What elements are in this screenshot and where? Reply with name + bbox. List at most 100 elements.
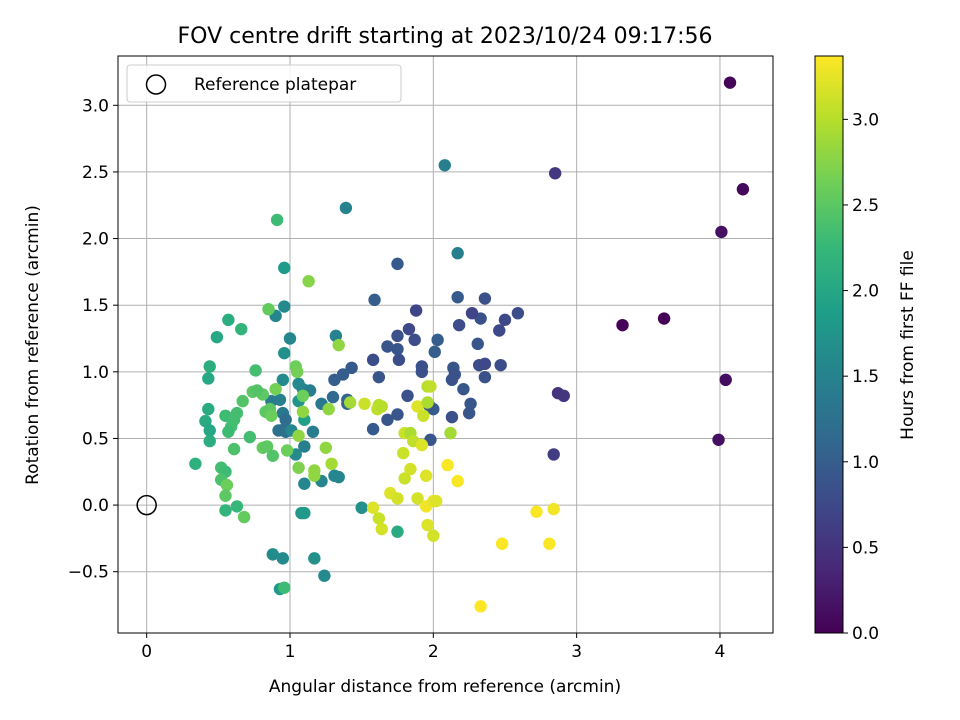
scatter-point [326,390,340,404]
y-tick-label: 0.5 [82,429,109,449]
scatter-point [723,76,737,89]
scatter-point [278,300,291,313]
scatter-point [296,389,310,403]
scatter-point [199,414,212,428]
scatter-point [366,353,380,367]
scatter-point [478,370,492,384]
scatter-point [236,394,249,408]
scatter-point [210,330,224,344]
legend-box [126,64,402,103]
scatter-point [219,489,232,502]
scatter-point [339,201,353,215]
scatter-point [451,474,464,488]
scatter-point [657,312,671,325]
scatter-point [381,413,394,426]
x-tick-label: 1 [285,642,296,662]
scatter-point [298,477,311,490]
scatter-point [431,333,444,347]
scatter-point [292,429,305,442]
scatter-point [262,302,275,316]
legend-entry-reference: Reference platepar [194,75,356,95]
scatter-point [260,440,274,453]
scatter-point [237,510,251,524]
scatter-point [736,183,750,196]
scatter-point [366,422,380,436]
scatter-point [397,446,410,460]
scatter-point [402,322,416,336]
legend-reference-marker [145,74,167,95]
scatter-point [249,364,262,377]
scatter-point [332,470,345,484]
y-axis-ticks: −0.5 0.0 0.5 1.0 1.5 2.0 2.5 3.0 [68,96,118,583]
scatter-point [719,373,732,387]
scatter-point [292,461,305,474]
scatter-point [438,159,451,172]
scatter-point [411,492,424,505]
colorbar-tick-label: 0.0 [852,624,879,644]
colorbar-tick-label: 1.0 [852,453,879,473]
scatter-point [298,506,311,520]
scatter-point [543,537,556,550]
scatter-point [298,440,311,453]
scatter-point [279,413,292,426]
colorbar-tick-label: 1.5 [852,367,879,387]
scatter-point [616,318,629,332]
x-axis-ticks: 0 1 2 3 4 [141,633,725,662]
colorbar-tick-label: 2.5 [852,196,879,216]
scatter-point [375,522,388,536]
scatter-point [220,478,234,492]
scatter-point [444,426,457,440]
scatter-point [404,462,417,476]
colorbar-tick-label: 0.5 [852,538,879,558]
scatter-point [391,408,404,421]
scatter-point [451,247,464,260]
scatter-point [498,313,512,327]
scatter-point [355,501,368,514]
x-axis-label: Angular distance from reference (arcmin) [269,677,621,697]
scatter-point [302,275,315,288]
colorbar-ticks: 0.0 0.5 1.0 1.5 2.0 2.5 3.0 [843,110,879,644]
scatter-point [457,382,470,396]
scatter-point [429,494,443,508]
scatter-point [202,402,215,416]
scatter-point [408,333,421,347]
scatter-point [428,345,441,359]
scatter-point [451,290,464,304]
scatter-point [557,389,570,403]
x-tick-label: 3 [571,642,582,662]
scatter-point [391,342,404,356]
scatter-point [421,518,434,532]
scatter-point [270,213,284,227]
scatter-point [265,409,278,422]
scatter-point [308,552,321,565]
y-tick-label: 2.5 [82,163,109,183]
scatter-point [715,225,728,239]
scatter-point [243,430,257,444]
scatter-point [345,361,358,375]
colorbar-tick-label: 2.0 [852,282,879,302]
x-tick-label: 4 [715,642,726,662]
x-tick-label: 0 [141,642,152,662]
data-points [189,76,750,613]
scatter-point [276,552,290,565]
scatter-point [276,373,290,387]
scatter-point [445,373,459,387]
scatter-point [419,469,433,482]
scatter-point [372,370,386,384]
scatter-point [452,318,466,332]
scatter-point [250,384,264,397]
y-tick-label: 3.0 [82,96,109,116]
scatter-point [441,458,454,472]
scatter-point [329,329,343,343]
scatter-point [319,441,333,454]
scatter-point [464,397,477,410]
scatter-point [278,346,291,360]
scatter-point [203,424,216,437]
scatter-point [308,469,321,482]
scatter-point [547,502,560,516]
scatter-point [427,529,440,542]
scatter-point [266,548,279,561]
y-tick-label: 2.0 [82,230,109,250]
scatter-point [548,167,562,180]
